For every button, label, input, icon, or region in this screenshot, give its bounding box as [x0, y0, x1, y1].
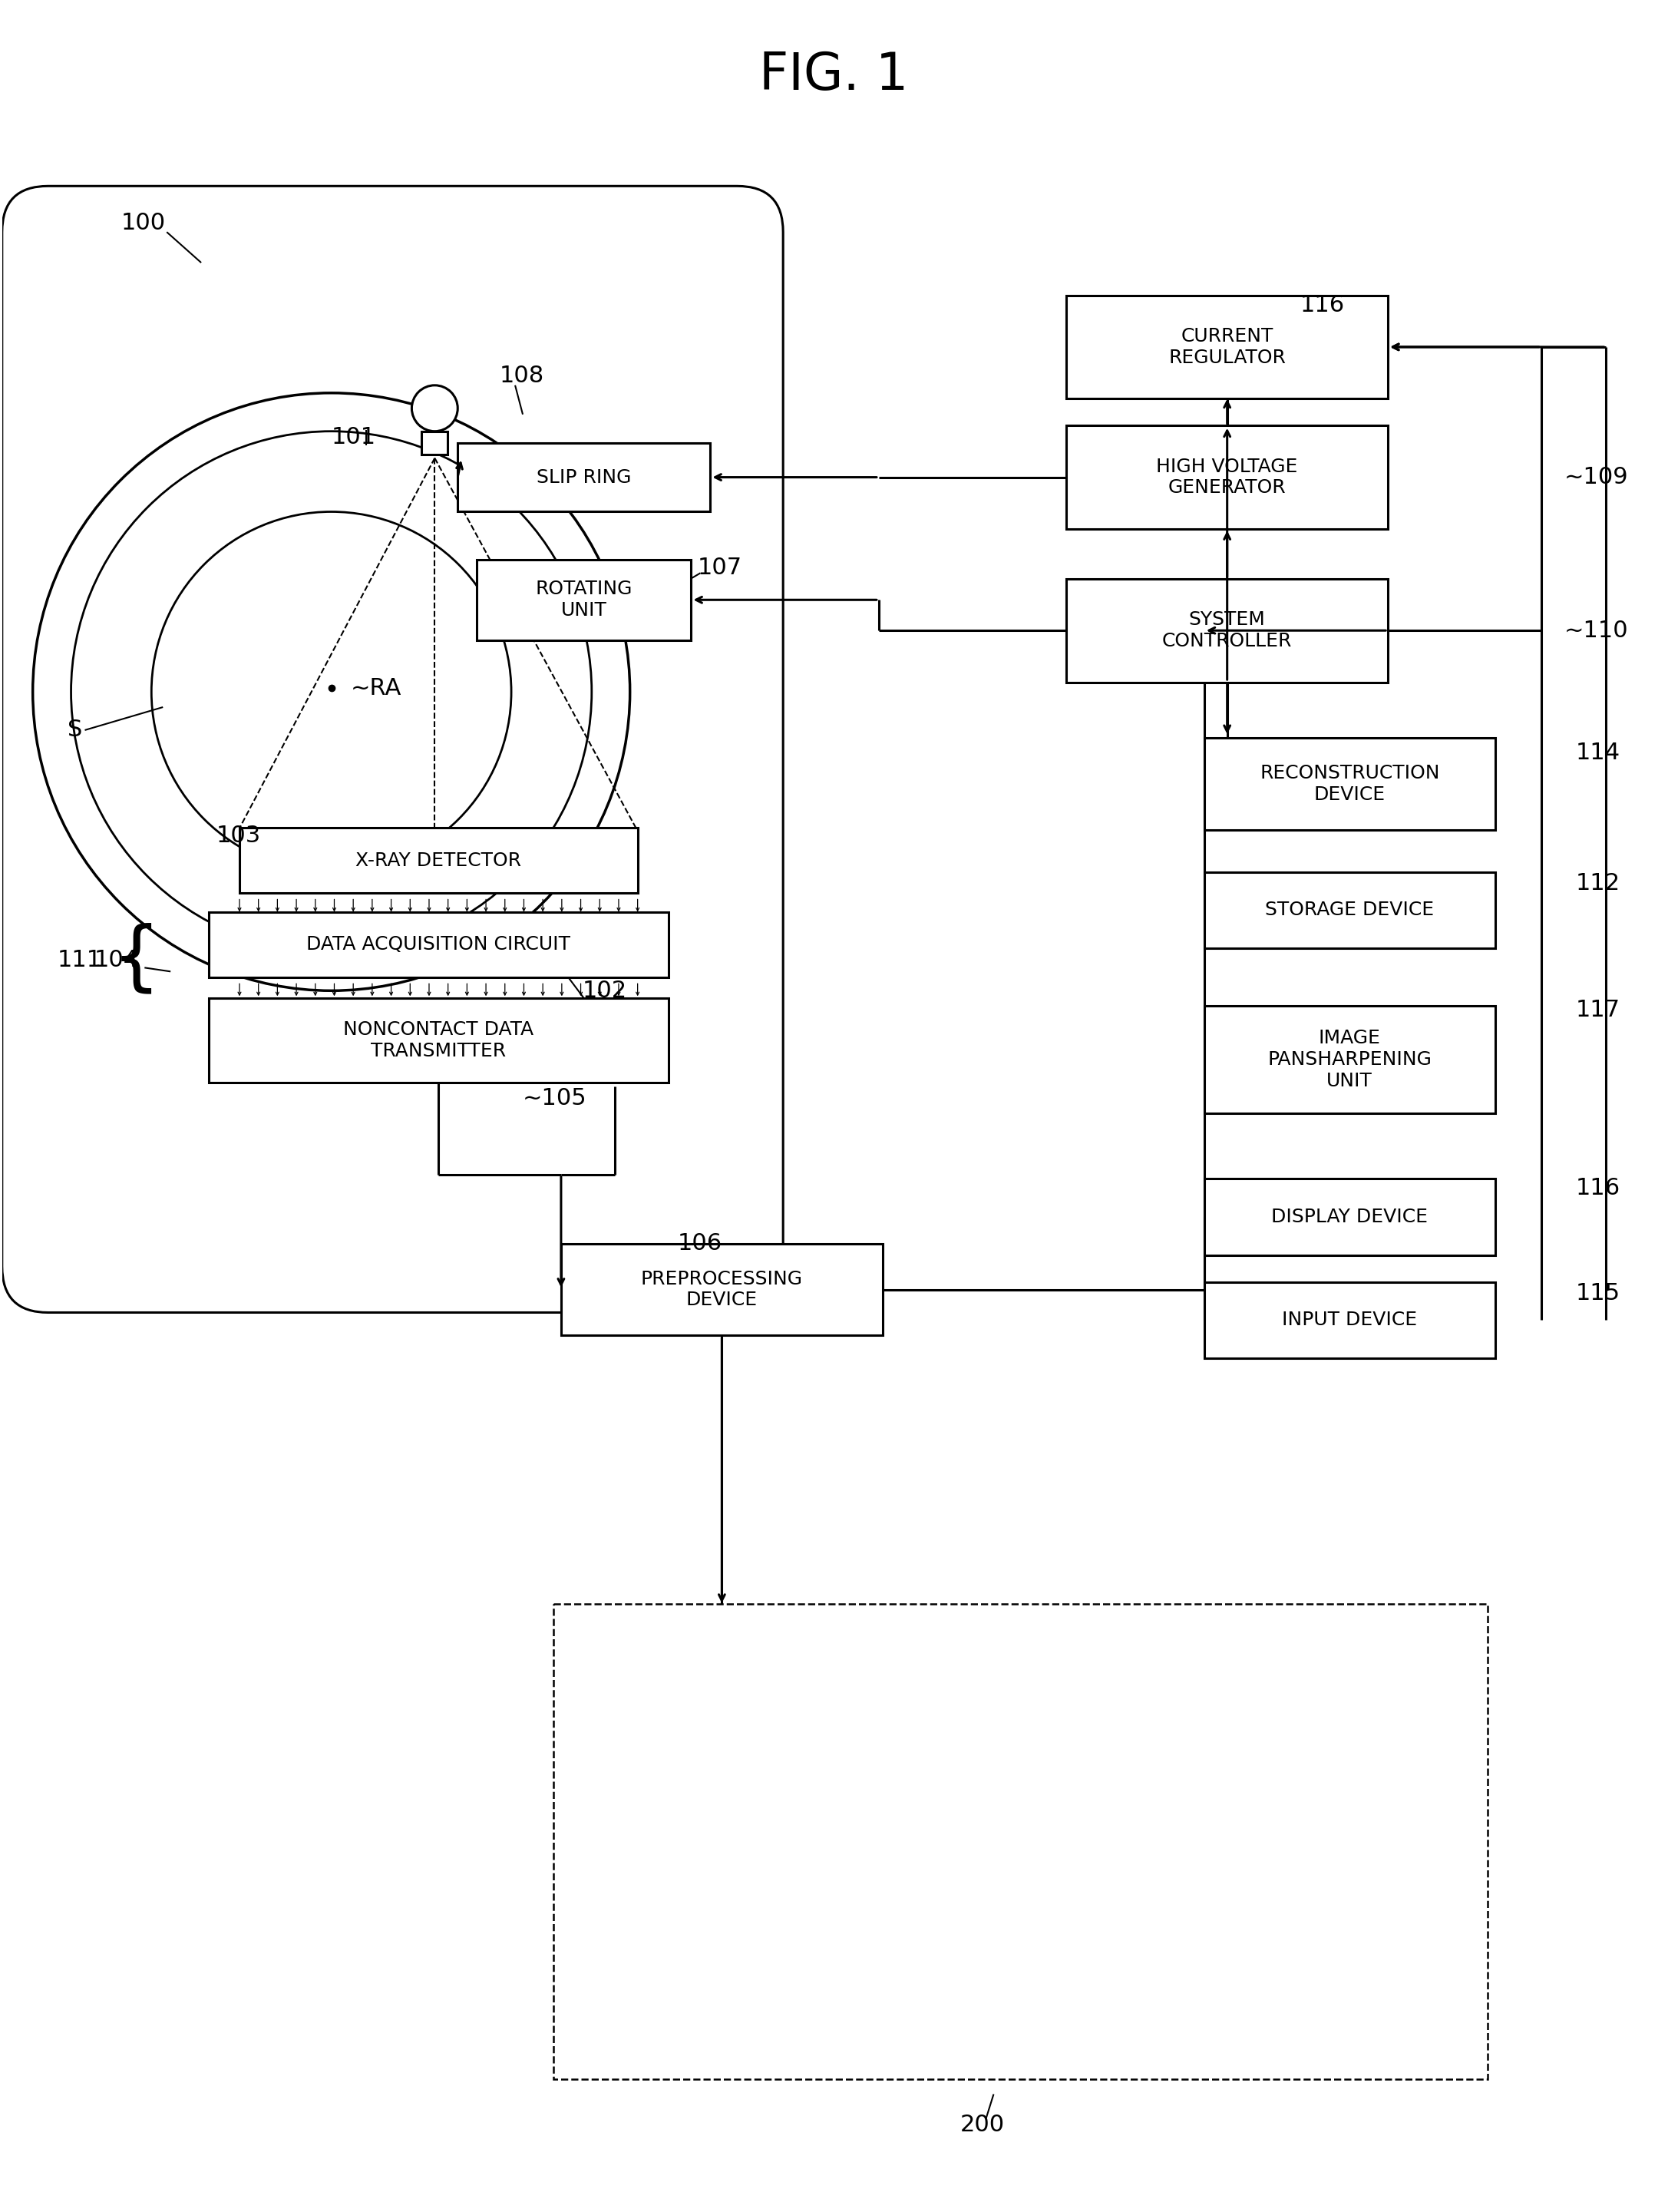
Bar — [477, 560, 691, 639]
Bar — [554, 1604, 1488, 2079]
Text: ROTATING
UNIT: ROTATING UNIT — [535, 580, 632, 619]
Bar — [1066, 425, 1388, 529]
Text: DATA ACQUISITION CIRCUIT: DATA ACQUISITION CIRCUIT — [307, 936, 570, 953]
Text: DISPLAY DEVICE: DISPLAY DEVICE — [1271, 1208, 1428, 1225]
Text: ~105: ~105 — [522, 1086, 587, 1108]
Text: CURRENT
REGULATOR: CURRENT REGULATOR — [1169, 327, 1286, 367]
Bar — [208, 998, 669, 1082]
Text: FIG. 1: FIG. 1 — [759, 49, 909, 100]
Text: ~RA: ~RA — [350, 677, 402, 699]
Text: 108: 108 — [500, 365, 544, 387]
Text: ~110: ~110 — [1565, 619, 1628, 641]
Text: HIGH VOLTAGE
GENERATOR: HIGH VOLTAGE GENERATOR — [1156, 458, 1298, 498]
Text: 103: 103 — [217, 825, 260, 847]
Text: IMAGE
PANSHARPENING
UNIT: IMAGE PANSHARPENING UNIT — [1268, 1029, 1431, 1091]
Text: 104: 104 — [93, 949, 138, 971]
Bar — [208, 911, 669, 978]
Text: {: { — [112, 922, 160, 998]
Text: RECONSTRUCTION
DEVICE: RECONSTRUCTION DEVICE — [1259, 763, 1439, 803]
Bar — [1066, 580, 1388, 681]
Text: NONCONTACT DATA
TRANSMITTER: NONCONTACT DATA TRANSMITTER — [344, 1020, 534, 1060]
Text: 100: 100 — [120, 212, 165, 234]
Text: ~109: ~109 — [1565, 467, 1628, 489]
Text: SLIP RING: SLIP RING — [537, 469, 632, 487]
Bar — [240, 827, 637, 894]
Circle shape — [412, 385, 457, 431]
Text: 112: 112 — [1576, 872, 1620, 894]
Text: 114: 114 — [1576, 741, 1620, 765]
Text: 106: 106 — [677, 1232, 722, 1254]
Text: 102: 102 — [582, 980, 627, 1002]
Bar — [1204, 1006, 1495, 1113]
Text: INPUT DEVICE: INPUT DEVICE — [1283, 1312, 1418, 1329]
Bar — [1066, 294, 1388, 398]
Text: 117: 117 — [1576, 998, 1620, 1022]
Text: 200: 200 — [959, 2115, 1004, 2137]
Text: S: S — [67, 719, 82, 741]
Text: 116: 116 — [1576, 1177, 1620, 1199]
Bar — [457, 442, 711, 511]
Text: 107: 107 — [697, 557, 742, 580]
Bar — [560, 1243, 882, 1336]
Text: 111: 111 — [57, 949, 102, 971]
Text: 115: 115 — [1576, 1283, 1620, 1305]
Bar — [422, 431, 447, 453]
Bar — [1204, 872, 1495, 949]
Bar — [1204, 1179, 1495, 1254]
Text: 101: 101 — [332, 427, 375, 449]
Text: X-RAY DETECTOR: X-RAY DETECTOR — [355, 852, 522, 869]
Text: STORAGE DEVICE: STORAGE DEVICE — [1264, 900, 1434, 920]
Bar — [1204, 1283, 1495, 1358]
Text: 116: 116 — [1299, 294, 1344, 316]
Text: PREPROCESSING
DEVICE: PREPROCESSING DEVICE — [641, 1270, 802, 1310]
Text: SYSTEM
CONTROLLER: SYSTEM CONTROLLER — [1163, 611, 1293, 650]
Bar — [1204, 739, 1495, 830]
FancyBboxPatch shape — [2, 186, 782, 1312]
